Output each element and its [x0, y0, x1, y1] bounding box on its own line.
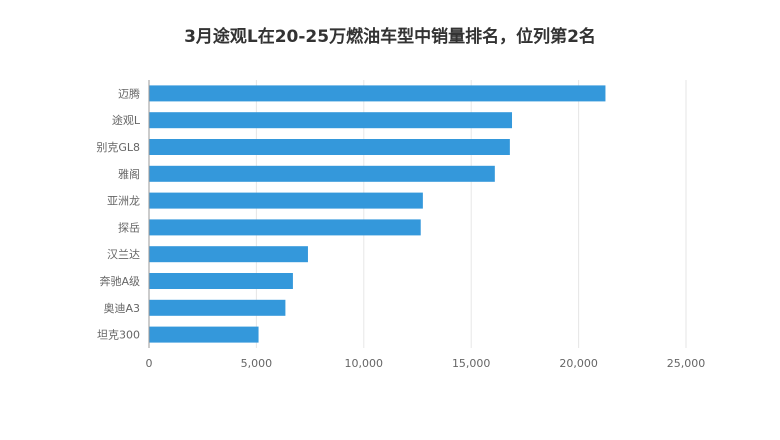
y-tick-label: 奥迪A3 — [103, 301, 140, 315]
bar[interactable] — [149, 112, 513, 129]
y-tick-label: 雅阁 — [118, 167, 140, 181]
y-tick-label: 迈腾 — [118, 86, 140, 100]
bar[interactable] — [149, 246, 308, 263]
y-tick-label: 途观L — [112, 113, 141, 127]
y-tick-label: 坦克300 — [97, 328, 140, 342]
bars — [149, 85, 606, 343]
bar[interactable] — [149, 219, 421, 236]
x-tick-label: 15,000 — [452, 357, 491, 370]
chart-title: 3月途观L在20-25万燃油车型中销量排名，位列第2名 — [184, 27, 596, 47]
bar[interactable] — [149, 299, 286, 316]
bar[interactable] — [149, 273, 293, 289]
bar[interactable] — [149, 139, 510, 155]
x-tick-label: 20,000 — [559, 357, 598, 370]
x-tick-label: 10,000 — [345, 357, 384, 370]
bar[interactable] — [149, 85, 606, 102]
x-tick-label: 5,000 — [241, 357, 273, 370]
x-tick-label: 0 — [146, 357, 153, 370]
x-tick-label: 25,000 — [667, 357, 706, 370]
y-tick-label: 亚洲龙 — [107, 195, 140, 208]
y-tick-label: 奔驰A级 — [99, 274, 140, 288]
bar[interactable] — [149, 192, 423, 209]
y-tick-label: 汉兰达 — [107, 248, 140, 261]
y-tick-label: 探岳 — [118, 221, 140, 234]
y-tick-label: 别克GL8 — [96, 141, 140, 154]
bar[interactable] — [149, 326, 259, 343]
bar[interactable] — [149, 165, 495, 182]
